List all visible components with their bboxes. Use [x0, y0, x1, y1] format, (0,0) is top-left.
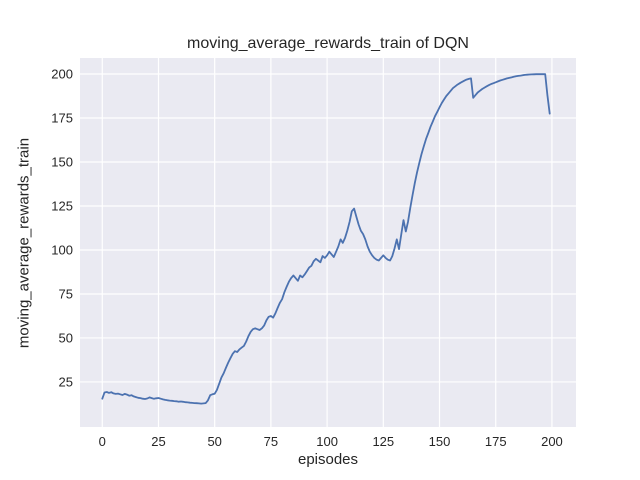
y-tick-label: 75 — [58, 286, 73, 302]
x-tick-label: 25 — [151, 434, 166, 449]
data-line — [101, 73, 551, 405]
x-tick-label: 75 — [263, 434, 279, 449]
y-tick-label: 175 — [51, 110, 73, 126]
x-tick-label: 175 — [484, 434, 507, 449]
x-tick-label: 0 — [98, 434, 106, 449]
y-tick-label: 200 — [51, 66, 73, 82]
x-tick-label: 200 — [541, 434, 563, 449]
plot-area — [80, 58, 576, 427]
y-tick-label: 150 — [51, 154, 73, 170]
x-tick-label: 50 — [207, 434, 222, 449]
x-tick-label: 125 — [372, 434, 395, 449]
chart-title: moving_average_rewards_train of DQN — [187, 35, 469, 52]
y-tick-label: 25 — [58, 374, 73, 390]
x-tick-label: 100 — [316, 434, 338, 449]
y-tick-label: 50 — [58, 330, 73, 346]
y-axis-label: moving_average_rewards_train — [15, 137, 33, 349]
plot-background — [80, 58, 576, 427]
y-tick-label: 100 — [51, 242, 73, 258]
x-tick-label: 150 — [428, 434, 451, 449]
y-tick-label: 125 — [51, 198, 73, 214]
x-axis-label: episodes — [297, 451, 359, 468]
